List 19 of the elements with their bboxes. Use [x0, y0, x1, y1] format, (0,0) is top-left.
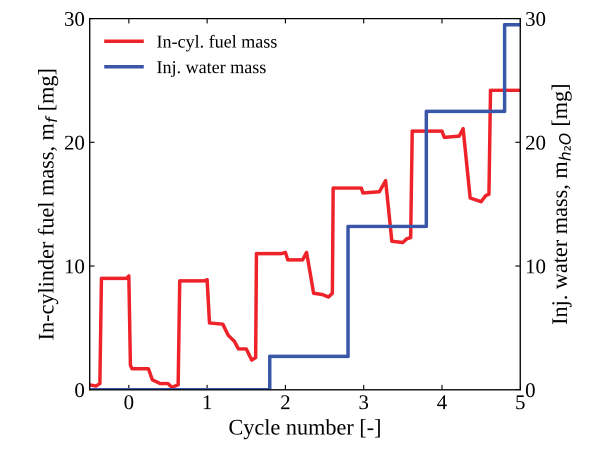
y-tick-label: 30	[65, 12, 84, 26]
x-axis-title: Cycle number [-]	[229, 419, 380, 440]
y2-tick-label: 30	[526, 12, 546, 26]
x-tick-label: 3	[359, 395, 368, 410]
x-tick-label: 4	[437, 395, 447, 410]
y-axis-title: In-cylinder fuel mass, m$_{f}$ [mg]	[38, 70, 58, 340]
y-tick-label: 10	[66, 259, 84, 274]
legend-label: In-cyl. fuel mass	[157, 34, 277, 52]
y2-tick-label: 10	[526, 259, 546, 274]
x-tick-label: 2	[281, 395, 290, 410]
legend-label: Inj. water mass	[157, 61, 266, 77]
x-tick-label: 0	[124, 395, 134, 410]
y-tick-label: 0	[75, 383, 84, 398]
y2-tick-label: 0	[526, 383, 535, 398]
x-tick-label: 1	[204, 395, 212, 410]
x-tick-label: 5	[516, 395, 525, 410]
y2-axis-title: Inj. water mass, m$_{h₂O}$ [mg]	[552, 85, 572, 324]
y2-tick-label: 20	[526, 136, 546, 150]
y-tick-label: 20	[64, 136, 84, 150]
